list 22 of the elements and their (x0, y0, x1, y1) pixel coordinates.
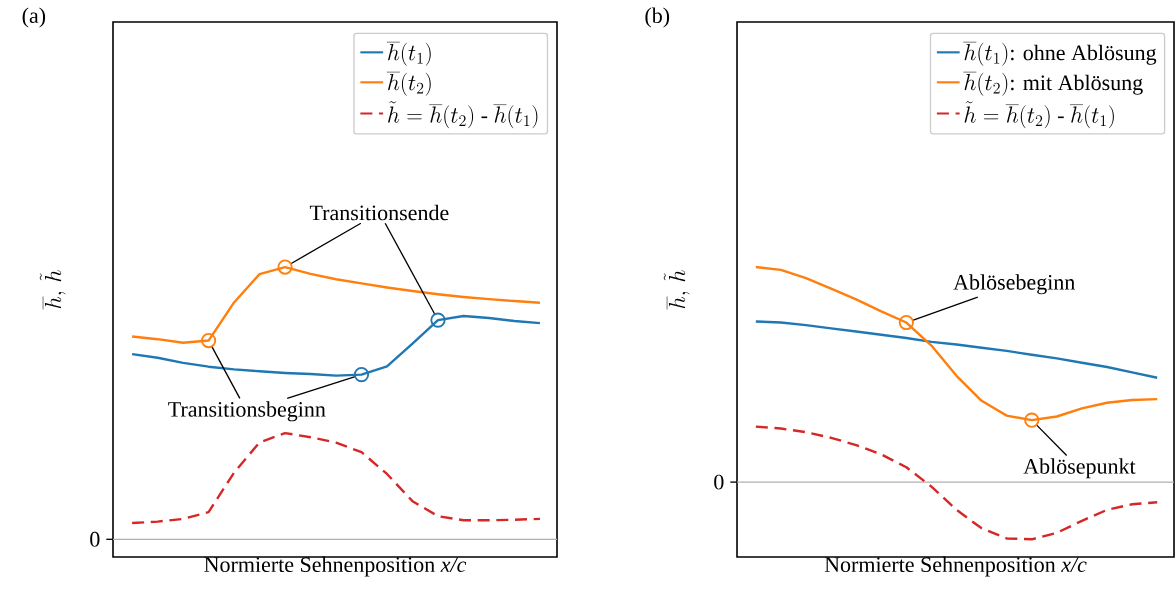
legend-label: $\tilde{h} = \overline{h}(t_2)\mbox{ - }\overline{h}(t_1)$ (388, 101, 538, 129)
chart-title: (a) (22, 7, 46, 28)
point (200, 332, 217, 349)
ref-line-label: 0 (90, 531, 100, 547)
point (277, 259, 293, 275)
text: Transitionsende (309, 204, 449, 221)
legend-label: $\overline{h}(t_2)$ (386, 72, 431, 96)
legend-label: $\tilde{h} = \overline{h}(t_2)\mbox{ - }\overline{h}(t_1)$ (964, 101, 1114, 129)
legend-label: $\overline{h}(t_1)$ (386, 42, 431, 66)
annotation: Transitionsbeginn (168, 401, 326, 422)
y-axis-title: $\overline{h},\,\tilde{h}$ (39, 270, 66, 310)
ref-line-label: 0 (714, 474, 724, 490)
legend-label: $\overline{h}(t_2)\mbox{: mit Ablösung}$ (963, 72, 1143, 96)
y-axis-title: $\overline{h},\,\tilde{h}$ (663, 270, 690, 310)
chart-title: (b) (645, 7, 670, 28)
point (353, 366, 370, 383)
annotation: Ablösepunkt (1023, 458, 1136, 479)
x-axis-title: Normierte Sehnenposition x/c (824, 556, 1087, 577)
annotation: Ablösebeginn (953, 274, 1075, 295)
legend-label: $\overline{h}(t_1)\mbox{: ohne Ablösung}$ (963, 42, 1157, 66)
x-axis-title: Normierte Sehnenposition x/c (204, 556, 467, 577)
point (430, 312, 446, 328)
